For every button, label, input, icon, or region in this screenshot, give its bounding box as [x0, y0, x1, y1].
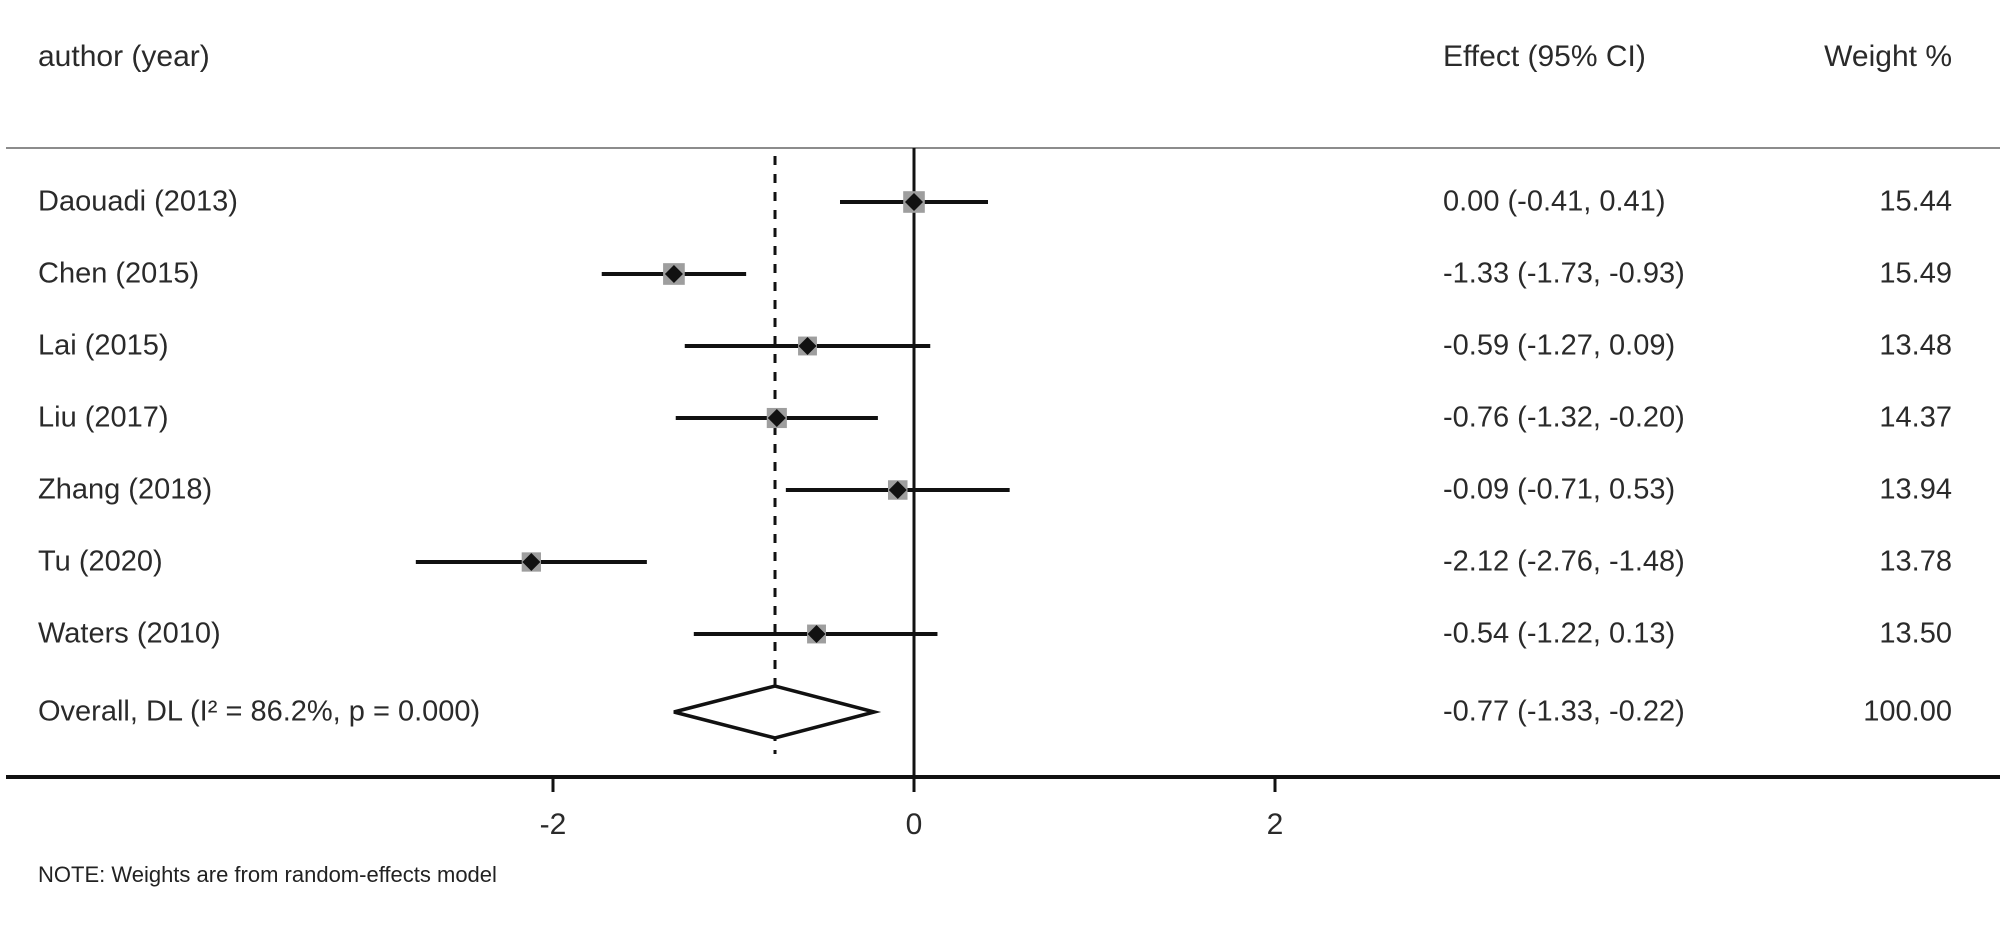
study-label: Lai (2015)	[38, 329, 169, 362]
overall-pooled-diamond	[673, 684, 882, 740]
study-effect-ci: 0.00 (-0.41, 0.41)	[1443, 185, 1666, 218]
study-effect-ci: -0.54 (-1.22, 0.13)	[1443, 617, 1676, 650]
study-weight: 14.37	[1879, 401, 1952, 434]
study-effect-ci: -0.09 (-0.71, 0.53)	[1443, 473, 1676, 506]
study-label: Tu (2020)	[38, 545, 163, 578]
study-weight: 13.94	[1879, 473, 1952, 506]
overall-label: Overall, DL (I² = 86.2%, p = 0.000)	[38, 695, 481, 728]
x-axis-tick-label: 2	[1267, 808, 1284, 841]
point-estimate-diamond	[664, 265, 683, 283]
study-weight: 13.50	[1879, 617, 1952, 650]
column-header-author: author (year)	[38, 40, 210, 73]
footnote: NOTE: Weights are from random-effects mo…	[38, 862, 497, 887]
study-effect-ci: -0.76 (-1.32, -0.20)	[1443, 401, 1685, 434]
point-estimate-diamond	[905, 193, 923, 211]
x-axis-tick-label: -2	[540, 808, 567, 841]
overall-weight: 100.00	[1863, 695, 1952, 728]
study-effect-ci: -0.59 (-1.27, 0.09)	[1443, 329, 1676, 362]
point-estimate-diamond	[522, 553, 541, 571]
point-estimate-diamond	[888, 481, 907, 499]
point-estimate-diamond	[798, 337, 817, 355]
study-label: Waters (2010)	[38, 617, 221, 650]
overall-effect-ci: -0.77 (-1.33, -0.22)	[1443, 695, 1685, 728]
study-weight: 13.78	[1879, 545, 1952, 578]
study-label: Zhang (2018)	[38, 473, 213, 506]
study-weight: 13.48	[1879, 329, 1952, 362]
column-header-effect: Effect (95% CI)	[1443, 40, 1646, 73]
study-weight: 15.49	[1879, 257, 1952, 290]
study-label: Daouadi (2013)	[38, 185, 238, 218]
study-label: Liu (2017)	[38, 401, 169, 434]
study-effect-ci: -1.33 (-1.73, -0.93)	[1443, 257, 1685, 290]
point-estimate-diamond	[807, 625, 826, 643]
study-effect-ci: -2.12 (-2.76, -1.48)	[1443, 545, 1685, 578]
study-label: Chen (2015)	[38, 257, 200, 290]
x-axis-tick-label: 0	[906, 808, 923, 841]
point-estimate-diamond	[767, 409, 786, 427]
column-header-weight: Weight %	[1824, 40, 1952, 73]
study-weight: 15.44	[1879, 185, 1952, 218]
